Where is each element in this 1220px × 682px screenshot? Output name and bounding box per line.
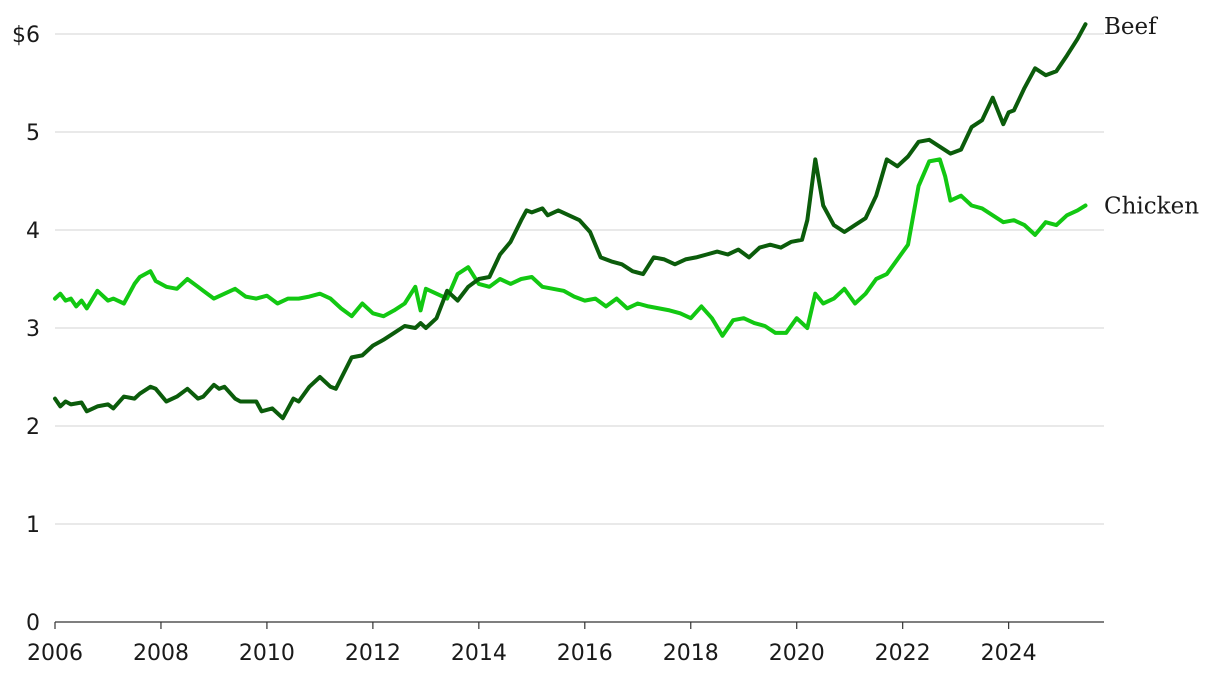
gridlines xyxy=(55,33,1104,623)
y-tick-label: 0 xyxy=(26,611,40,636)
x-tick-labels: 2006 2008 2010 2012 2014 2016 2018 2020 2022 2024 xyxy=(27,622,1037,666)
series-line-beef xyxy=(53,22,1088,421)
y-tick-label: 5 xyxy=(26,121,40,146)
x-tick-label: 2010 xyxy=(239,641,295,666)
y-tick-label: 1 xyxy=(26,513,40,538)
series-label-beef: Beef xyxy=(1104,14,1158,40)
series-lines xyxy=(53,22,1088,421)
x-tick-label: 2012 xyxy=(345,641,401,666)
x-tick-label: 2006 xyxy=(27,641,83,666)
series-labels: Beef Chicken xyxy=(1104,14,1199,219)
x-tick-label: 2008 xyxy=(133,641,189,666)
x-tick-label: 2022 xyxy=(875,641,931,666)
x-tick-label: 2018 xyxy=(663,641,719,666)
y-tick-label: 3 xyxy=(26,317,40,342)
series-label-chicken: Chicken xyxy=(1104,194,1199,220)
series-line-chicken xyxy=(53,157,1088,338)
x-tick-label: 2020 xyxy=(769,641,825,666)
x-tick-label: 2024 xyxy=(981,641,1037,666)
y-tick-label: $6 xyxy=(12,23,40,48)
y-tick-label: 4 xyxy=(26,219,40,244)
y-tick-labels: 0 1 2 3 4 5 $6 xyxy=(12,23,40,636)
x-tick-label: 2016 xyxy=(557,641,613,666)
x-tick-label: 2014 xyxy=(451,641,507,666)
y-tick-label: 2 xyxy=(26,415,40,440)
